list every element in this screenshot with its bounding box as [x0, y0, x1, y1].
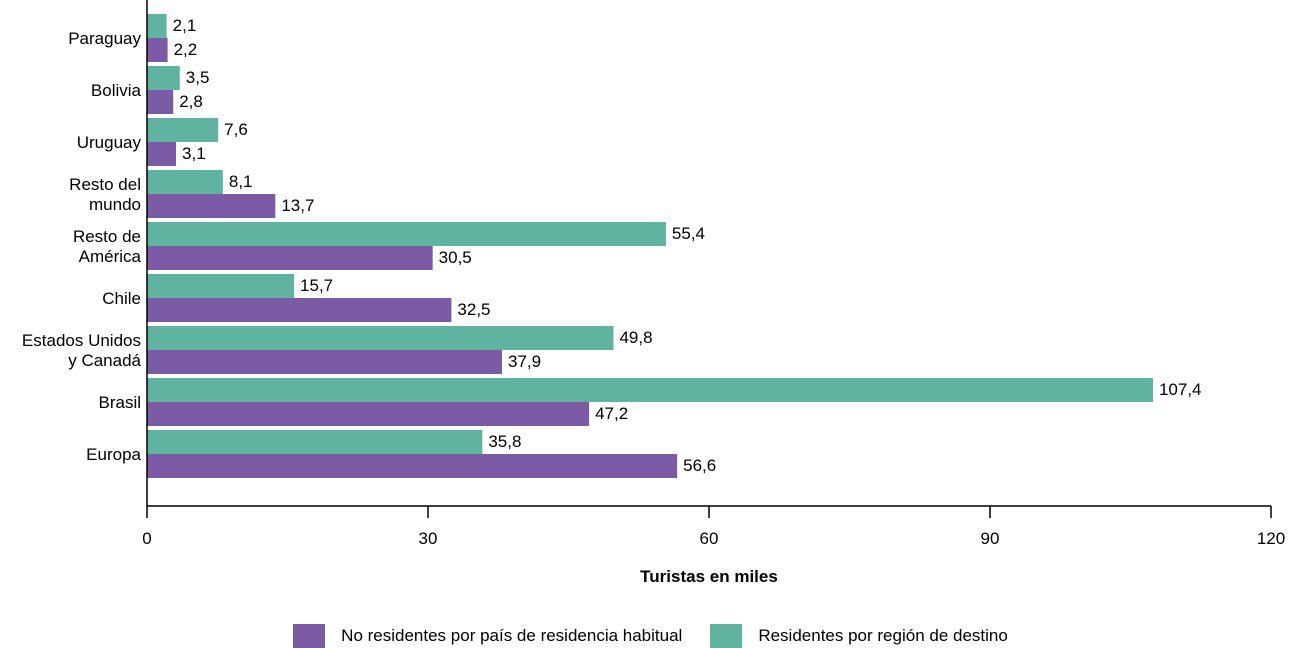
bar-residents-3 — [147, 170, 223, 194]
category-label-5-0: Chile — [102, 289, 141, 308]
data-label-non-residents-3: 13,7 — [281, 196, 314, 215]
legend-label-non-residents: No residentes por país de residencia hab… — [341, 626, 683, 645]
bar-residents-5 — [147, 274, 295, 298]
legend-label-residents: Residentes por región de destino — [758, 626, 1008, 645]
bar-residents-7 — [147, 378, 1153, 402]
bar-residents-8 — [147, 430, 483, 454]
data-label-residents-7: 107,4 — [1159, 380, 1202, 399]
category-label-0-0: Paraguay — [68, 29, 141, 48]
data-label-residents-0: 2,1 — [173, 16, 197, 35]
category-label-8-0: Europa — [86, 445, 141, 464]
bar-non-residents-6 — [147, 350, 502, 374]
bar-non-residents-0 — [147, 38, 168, 62]
bar-non-residents-7 — [147, 402, 590, 426]
data-label-residents-4: 55,4 — [672, 224, 705, 243]
category-label-7-0: Brasil — [98, 393, 141, 412]
data-label-residents-3: 8,1 — [229, 172, 253, 191]
bar-residents-6 — [147, 326, 614, 350]
x-tick-label-2: 60 — [700, 529, 719, 548]
x-tick-label-1: 30 — [419, 529, 438, 548]
data-label-non-residents-6: 37,9 — [508, 352, 541, 371]
x-tick-label-4: 120 — [1257, 529, 1285, 548]
x-tick-label-3: 90 — [981, 529, 1000, 548]
legend-item-non-residents: No residentes por país de residencia hab… — [293, 624, 682, 648]
category-label-4-0: Resto de — [73, 227, 141, 246]
bar-residents-0 — [147, 14, 167, 38]
data-label-residents-8: 35,8 — [488, 432, 521, 451]
legend-swatch-residents — [710, 624, 743, 648]
bar-non-residents-4 — [147, 246, 433, 270]
chart-legend: No residentes por país de residencia hab… — [0, 624, 1301, 648]
x-axis-title: Turistas en miles — [640, 567, 778, 586]
bar-residents-1 — [147, 66, 180, 90]
category-label-3-1: mundo — [89, 195, 141, 214]
category-label-6-1: y Canadá — [68, 351, 141, 370]
category-label-6-0: Estados Unidos — [22, 331, 141, 350]
data-label-non-residents-8: 56,6 — [683, 456, 716, 475]
category-label-3-0: Resto del — [69, 175, 141, 194]
data-label-non-residents-7: 47,2 — [595, 404, 628, 423]
data-label-residents-6: 49,8 — [619, 328, 652, 347]
category-label-4-1: América — [79, 247, 142, 266]
bar-non-residents-2 — [147, 142, 177, 166]
x-tick-label-0: 0 — [142, 529, 151, 548]
bar-non-residents-5 — [147, 298, 452, 322]
bar-non-residents-1 — [147, 90, 174, 114]
data-label-residents-2: 7,6 — [224, 120, 248, 139]
category-label-2-0: Uruguay — [77, 133, 142, 152]
data-label-non-residents-1: 2,8 — [179, 92, 203, 111]
bar-residents-2 — [147, 118, 219, 142]
bar-non-residents-3 — [147, 194, 276, 218]
data-label-non-residents-2: 3,1 — [182, 144, 206, 163]
data-label-residents-1: 3,5 — [186, 68, 210, 87]
bar-non-residents-8 — [147, 454, 678, 478]
legend-swatch-non-residents — [293, 624, 326, 648]
bar-chart: 2,1 2,2 Paraguay 3,5 2,8 Bolivia 7,6 3,1 Uruguay… — [22, 0, 1285, 586]
bar-residents-4 — [147, 222, 666, 246]
legend-item-residents: Residentes por región de destino — [710, 624, 1008, 648]
data-label-non-residents-5: 32,5 — [457, 300, 490, 319]
category-label-1-0: Bolivia — [91, 81, 142, 100]
data-label-residents-5: 15,7 — [300, 276, 333, 295]
data-label-non-residents-0: 2,2 — [174, 40, 198, 59]
data-label-non-residents-4: 30,5 — [439, 248, 472, 267]
